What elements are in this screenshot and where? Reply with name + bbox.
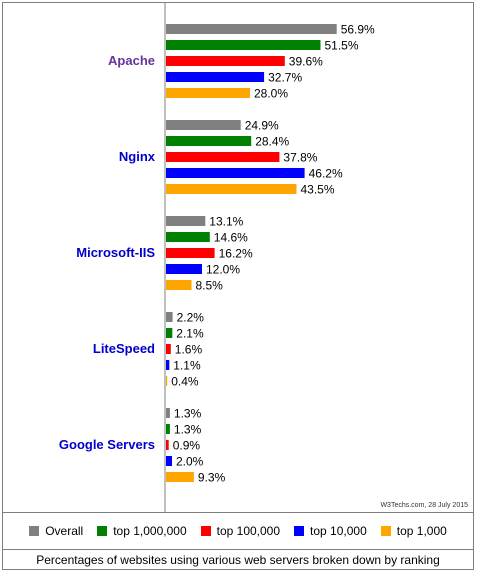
legend-label: Overall <box>45 524 84 538</box>
bar-chart: 56.9% 51.5%39.6% 32.7% 28.0% Apache 24.9% 28.4… <box>59 3 468 512</box>
value-label-google-servers-top-1-000-000: 1.3% <box>174 423 202 437</box>
bar-apache-top-1-000-000 <box>166 40 321 50</box>
legend-item-top-1-000-000: top 1,000,000 <box>97 524 187 538</box>
value-label-apache-overall: 56.9% <box>341 23 375 37</box>
legend-item-top-100-000: top 100,000 <box>200 524 281 538</box>
bar-litespeed-top-10-000 <box>166 360 170 370</box>
category-label-microsoft-iis[interactable]: Microsoft-IIS <box>76 245 155 260</box>
bar-google-servers-top-1-000-000 <box>166 424 170 434</box>
bars-layer <box>166 24 337 482</box>
legend-label: top 1,000,000 <box>113 524 187 538</box>
bar-litespeed-top-1-000 <box>166 376 168 386</box>
legend-item-top-10-000: top 10,000 <box>294 524 367 538</box>
bar-apache-top-10-000 <box>166 72 265 82</box>
bar-google-servers-top-100-000 <box>166 440 169 450</box>
bar-google-servers-top-10-000 <box>166 456 172 466</box>
bar-apache-top-100-000 <box>166 56 285 66</box>
chart-caption: Percentages of websites using various we… <box>36 553 440 567</box>
bar-microsoft-iis-top-1-000-000 <box>166 232 210 242</box>
bar-litespeed-overall <box>166 312 173 322</box>
bar-microsoft-iis-overall <box>166 216 206 226</box>
value-label-google-servers-top-10-000: 2.0% <box>176 455 204 469</box>
labels-layer: 56.9% 51.5%39.6% 32.7% 28.0% Apache 24.9% 28.4… <box>59 23 375 485</box>
value-label-microsoft-iis-top-10-000: 12.0% <box>206 263 240 277</box>
value-label-microsoft-iis-overall: 13.1% <box>209 215 243 229</box>
value-label-litespeed-top-1-000: 0.4% <box>171 375 199 389</box>
legend-label: top 100,000 <box>216 524 281 538</box>
value-label-litespeed-top-10-000: 1.1% <box>173 359 201 373</box>
value-label-litespeed-top-1-000-000: 2.1% <box>176 327 204 341</box>
legend-item-overall: Overall <box>29 524 83 538</box>
bar-nginx-top-1-000-000 <box>166 136 252 146</box>
bar-nginx-top-10-000 <box>166 168 305 178</box>
value-label-apache-top-1-000: 28.0% <box>254 87 288 101</box>
bar-litespeed-top-1-000-000 <box>166 328 173 338</box>
value-label-nginx-top-100-000: 37.8% <box>283 151 317 165</box>
category-label-apache[interactable]: Apache <box>108 53 155 68</box>
bar-google-servers-top-1-000 <box>166 472 194 482</box>
value-label-google-servers-top-100-000: 0.9% <box>173 439 201 453</box>
bar-litespeed-top-100-000 <box>166 344 171 354</box>
value-label-litespeed-overall: 2.2% <box>177 311 205 325</box>
value-label-apache-top-100-000: 39.6% <box>289 55 323 69</box>
legend-swatch <box>294 526 305 536</box>
category-label-litespeed[interactable]: LiteSpeed <box>93 341 155 356</box>
bar-apache-overall <box>166 24 337 34</box>
value-label-google-servers-top-1-000: 9.3% <box>198 471 226 485</box>
value-label-nginx-top-1-000: 43.5% <box>301 183 335 197</box>
value-label-apache-top-10-000: 32.7% <box>268 71 302 85</box>
bar-apache-top-1-000 <box>166 88 250 98</box>
bar-nginx-overall <box>166 120 241 130</box>
value-label-microsoft-iis-top-1-000: 8.5% <box>196 279 224 293</box>
value-label-apache-top-1-000-000: 51.5% <box>325 39 359 53</box>
category-label-google-servers[interactable]: Google Servers <box>59 437 155 452</box>
bar-microsoft-iis-top-1-000 <box>166 280 192 290</box>
bar-google-servers-overall <box>166 408 170 418</box>
value-label-microsoft-iis-top-1-000-000: 14.6% <box>214 231 248 245</box>
legend-swatch <box>380 526 391 536</box>
legend-swatch <box>97 526 108 536</box>
bar-microsoft-iis-top-10-000 <box>166 264 202 274</box>
legend-label: top 1,000 <box>396 524 447 538</box>
value-label-nginx-top-10-000: 46.2% <box>309 167 343 181</box>
bar-nginx-top-100-000 <box>166 152 280 162</box>
category-label-nginx[interactable]: Nginx <box>119 149 156 164</box>
value-label-microsoft-iis-top-100-000: 16.2% <box>219 247 253 261</box>
value-label-google-servers-overall: 1.3% <box>174 407 202 421</box>
bar-nginx-top-1-000 <box>166 184 297 194</box>
legend: Overall top 1,000,000 top 100,000 top 10,00… <box>2 512 474 550</box>
value-label-litespeed-top-100-000: 1.6% <box>175 343 203 357</box>
legend-item-top-1-000: top 1,000 <box>380 524 447 538</box>
bar-microsoft-iis-top-100-000 <box>166 248 215 258</box>
value-label-nginx-overall: 24.9% <box>245 119 279 133</box>
legend-swatch <box>29 526 40 536</box>
value-label-nginx-top-1-000-000: 28.4% <box>255 135 289 149</box>
legend-swatch <box>200 526 211 536</box>
chart-credit: W3Techs.com, 28 July 2015 <box>380 502 468 509</box>
legend-label: top 10,000 <box>310 524 367 538</box>
